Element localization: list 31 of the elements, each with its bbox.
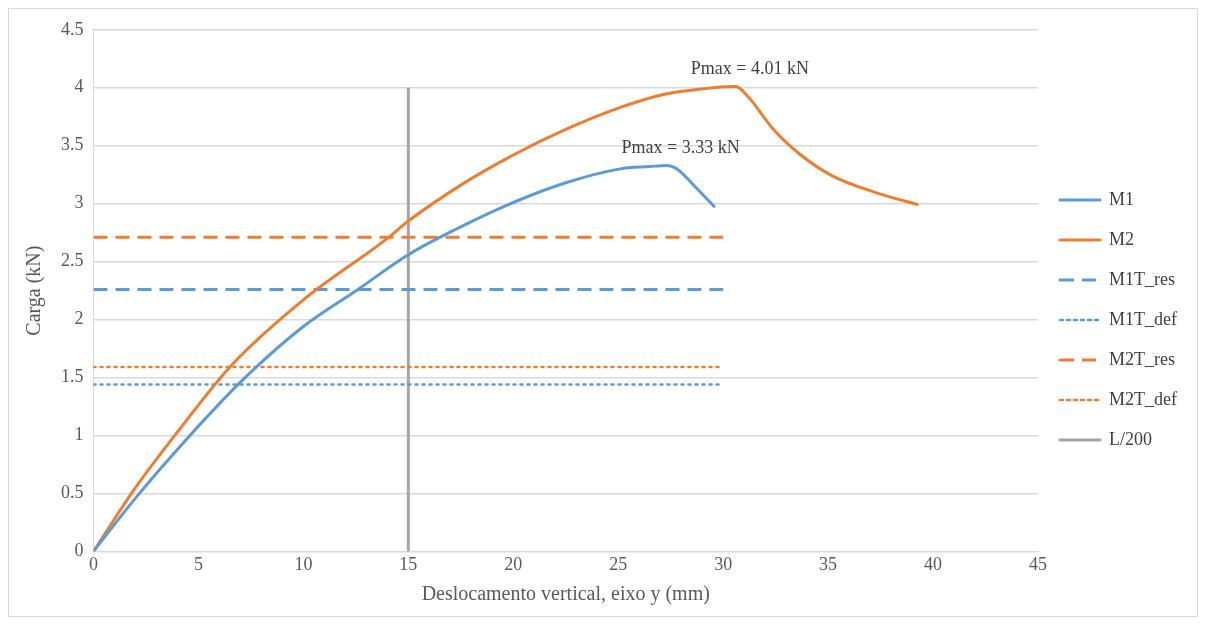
y-axis-title: Carga (kN) [22, 245, 46, 336]
y-tick-label: 2 [74, 308, 84, 329]
x-tick-label: 20 [504, 553, 523, 574]
x-tick-label: 15 [399, 553, 418, 574]
annotation: Pmax = 3.33 kN [621, 137, 740, 158]
legend-label: M1T_def [1109, 308, 1178, 329]
x-axis-title: Deslocamento vertical, eixo y (mm) [421, 582, 710, 606]
x-tick-label: 45 [1029, 553, 1048, 574]
legend-label: M2 [1109, 228, 1135, 249]
y-tick-label: 2.5 [61, 250, 84, 271]
x-tick-label: 25 [609, 553, 628, 574]
y-tick-label: 3 [74, 192, 84, 213]
legend-label: L/200 [1109, 428, 1153, 449]
legend-label: M2T_res [1109, 348, 1176, 369]
x-tick-label: 40 [924, 553, 943, 574]
y-tick-label: 0 [74, 540, 84, 561]
y-tick-label: 1 [74, 424, 84, 445]
x-tick-label: 5 [193, 553, 203, 574]
y-tick-label: 4 [74, 76, 84, 97]
y-tick-label: 0.5 [61, 482, 84, 503]
annotation: Pmax = 4.01 kN [690, 58, 809, 79]
y-tick-label: 3.5 [61, 134, 84, 155]
x-tick-label: 35 [819, 553, 838, 574]
legend-label: M2T_def [1109, 388, 1178, 409]
x-tick-label: 0 [89, 553, 98, 574]
x-tick-label: 30 [714, 553, 733, 574]
y-tick-label: 1.5 [61, 366, 84, 387]
legend-label: M1 [1109, 188, 1135, 209]
x-tick-label: 10 [294, 553, 313, 574]
y-tick-label: 4.5 [61, 18, 84, 39]
legend-label: M1T_res [1109, 268, 1176, 289]
